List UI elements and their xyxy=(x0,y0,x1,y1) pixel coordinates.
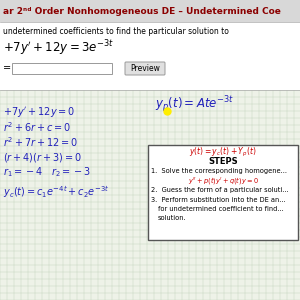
Text: $y_c(t) = c_1e^{-4t}+c_2e^{-3t}$: $y_c(t) = c_1e^{-4t}+c_2e^{-3t}$ xyxy=(3,184,110,200)
Text: $y'' + p(t)y' + q(t)y = 0$: $y'' + p(t)y' + q(t)y = 0$ xyxy=(188,175,259,185)
Text: $r^2+7r+12 = 0$: $r^2+7r+12 = 0$ xyxy=(3,135,78,149)
Text: solution.: solution. xyxy=(158,215,187,221)
Text: ar 2ⁿᵈ Order Nonhomogeneous DE – Undetermined Coe: ar 2ⁿᵈ Order Nonhomogeneous DE – Undeter… xyxy=(3,7,281,16)
Text: undetermined coefficients to find the particular solution to: undetermined coefficients to find the pa… xyxy=(3,28,229,37)
Text: $r_1=-4 \quad r_2 = -3$: $r_1=-4 \quad r_2 = -3$ xyxy=(3,165,91,179)
Text: $+7y' +12y = 0$: $+7y' +12y = 0$ xyxy=(3,105,75,119)
Text: $r^2+6r+c = 0$: $r^2+6r+c = 0$ xyxy=(3,120,71,134)
Text: STEPS: STEPS xyxy=(208,157,238,166)
FancyBboxPatch shape xyxy=(125,62,165,75)
Bar xyxy=(0,22,300,90)
Text: 1.  Solve the corresponding homogene...: 1. Solve the corresponding homogene... xyxy=(151,168,287,174)
Text: $y_p(t) = Ate^{-3t}$: $y_p(t) = Ate^{-3t}$ xyxy=(155,95,234,115)
Bar xyxy=(148,145,298,240)
Text: 2.  Guess the form of a particular soluti...: 2. Guess the form of a particular soluti… xyxy=(151,187,289,193)
Bar xyxy=(0,0,300,22)
Text: 3.  Perform substitution into the DE an...: 3. Perform substitution into the DE an..… xyxy=(151,197,286,203)
FancyBboxPatch shape xyxy=(12,63,112,74)
Text: $(r+4)(r+3) = 0$: $(r+4)(r+3) = 0$ xyxy=(3,151,82,164)
Text: $+ 7y' + 12y = 3e^{-3t}$: $+ 7y' + 12y = 3e^{-3t}$ xyxy=(3,38,114,58)
Text: =: = xyxy=(3,63,11,73)
Text: $y(t) = y_c(t) + Y_p(t)$: $y(t) = y_c(t) + Y_p(t)$ xyxy=(189,146,257,158)
Text: Preview: Preview xyxy=(130,64,160,73)
Bar xyxy=(0,90,300,300)
Text: for undetermined coefficient to find...: for undetermined coefficient to find... xyxy=(158,206,284,212)
